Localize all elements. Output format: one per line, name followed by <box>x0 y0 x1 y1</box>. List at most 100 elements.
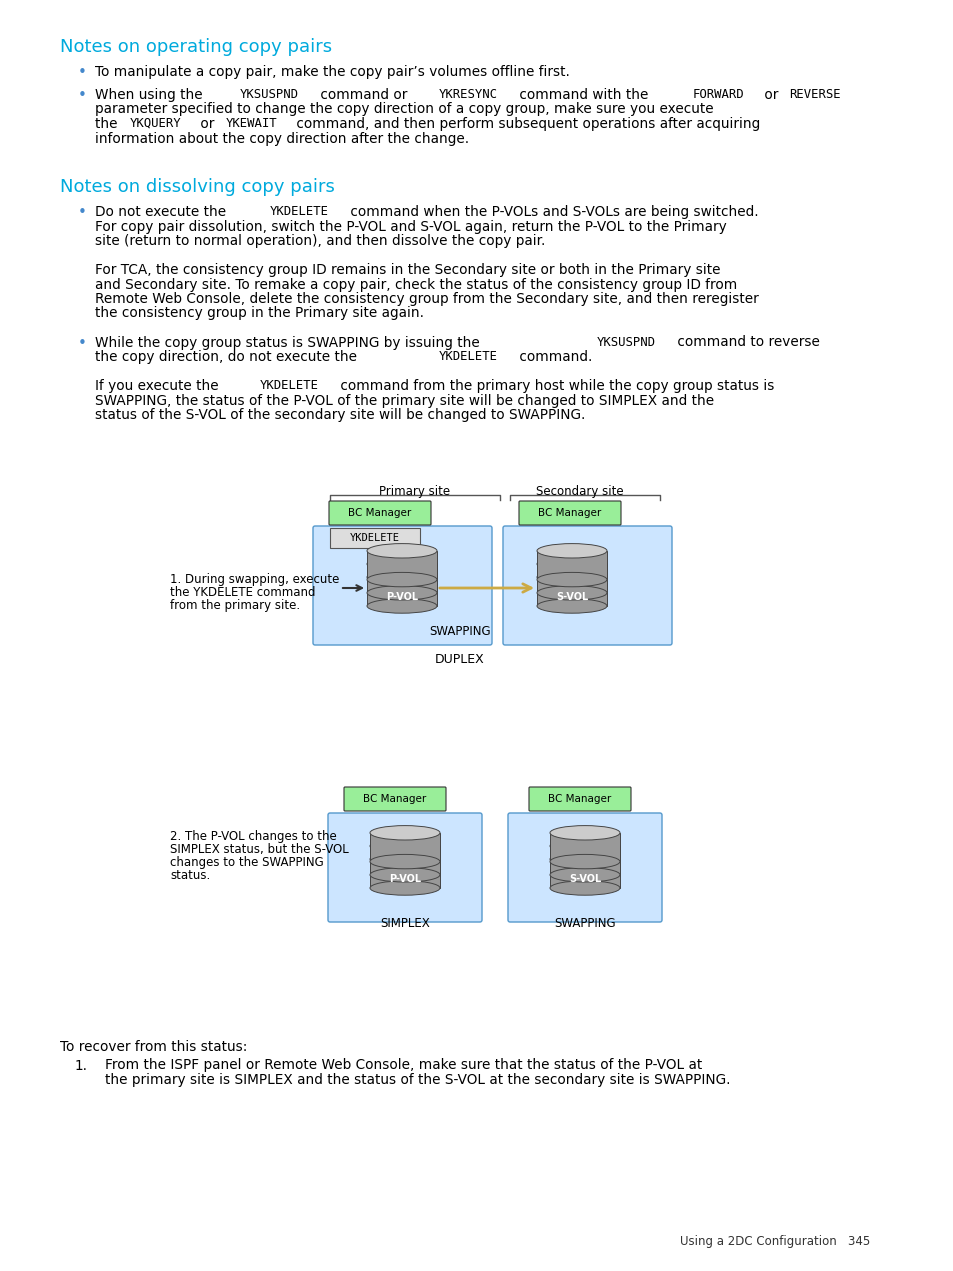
Text: 1. During swapping, execute: 1. During swapping, execute <box>170 573 339 586</box>
Text: the copy direction, do not execute the: the copy direction, do not execute the <box>95 350 361 364</box>
FancyBboxPatch shape <box>502 526 671 644</box>
Text: or: or <box>759 88 781 102</box>
Ellipse shape <box>370 839 439 853</box>
Bar <box>370 859 439 888</box>
Text: •: • <box>78 336 87 351</box>
Bar <box>367 564 436 592</box>
Bar <box>550 859 619 888</box>
Text: Remote Web Console, delete the consistency group from the Secondary site, and th: Remote Web Console, delete the consisten… <box>95 292 758 306</box>
Text: command with the: command with the <box>515 88 653 102</box>
Text: Primary site: Primary site <box>379 486 450 498</box>
Text: YKEWAIT: YKEWAIT <box>226 117 277 130</box>
Text: For TCA, the consistency group ID remains in the Secondary site or both in the P: For TCA, the consistency group ID remain… <box>95 263 720 277</box>
Text: changes to the SWAPPING: changes to the SWAPPING <box>170 855 323 869</box>
Text: S-VOL: S-VOL <box>568 874 600 885</box>
FancyBboxPatch shape <box>507 813 661 921</box>
Ellipse shape <box>537 572 606 587</box>
Text: from the primary site.: from the primary site. <box>170 599 300 613</box>
Text: command or: command or <box>315 88 411 102</box>
Ellipse shape <box>550 881 619 895</box>
FancyBboxPatch shape <box>329 501 431 525</box>
Ellipse shape <box>550 868 619 882</box>
Text: •: • <box>78 205 87 220</box>
Ellipse shape <box>550 854 619 869</box>
Text: command.: command. <box>515 350 592 364</box>
Ellipse shape <box>537 586 606 600</box>
Ellipse shape <box>550 852 619 867</box>
Text: SWAPPING: SWAPPING <box>554 916 616 930</box>
Bar <box>370 833 439 862</box>
Ellipse shape <box>367 599 436 613</box>
FancyBboxPatch shape <box>344 787 446 811</box>
Text: If you execute the: If you execute the <box>95 379 223 393</box>
Text: command from the primary host while the copy group status is: command from the primary host while the … <box>336 379 774 393</box>
Text: For copy pair dissolution, switch the P-VOL and S-VOL again, return the P-VOL to: For copy pair dissolution, switch the P-… <box>95 220 726 234</box>
Bar <box>370 846 439 874</box>
Text: YKDELETE: YKDELETE <box>350 533 399 543</box>
Ellipse shape <box>537 569 606 585</box>
Ellipse shape <box>367 572 436 587</box>
Text: YKDELETE: YKDELETE <box>260 379 319 391</box>
Text: Do not execute the: Do not execute the <box>95 205 231 219</box>
FancyArrowPatch shape <box>439 583 531 592</box>
Text: BC Manager: BC Manager <box>537 508 601 519</box>
Ellipse shape <box>370 826 439 840</box>
Text: BC Manager: BC Manager <box>363 794 426 805</box>
Text: BC Manager: BC Manager <box>348 508 411 519</box>
Text: While the copy group status is SWAPPING by issuing the: While the copy group status is SWAPPING … <box>95 336 483 350</box>
Text: status of the S-VOL of the secondary site will be changed to SWAPPING.: status of the S-VOL of the secondary sit… <box>95 408 585 422</box>
Bar <box>330 527 419 548</box>
Text: P-VOL: P-VOL <box>386 592 417 602</box>
Bar <box>550 846 619 874</box>
Text: the consistency group in the Primary site again.: the consistency group in the Primary sit… <box>95 306 423 320</box>
Bar <box>537 564 606 592</box>
Bar <box>537 577 606 606</box>
Text: site (return to normal operation), and then dissolve the copy pair.: site (return to normal operation), and t… <box>95 234 545 248</box>
Text: YKQUERY: YKQUERY <box>130 117 181 130</box>
Text: YKSUSPND: YKSUSPND <box>239 88 298 100</box>
Ellipse shape <box>550 839 619 853</box>
Text: To manipulate a copy pair, make the copy pair’s volumes offline first.: To manipulate a copy pair, make the copy… <box>95 65 569 79</box>
Text: SIMPLEX status, but the S-VOL: SIMPLEX status, but the S-VOL <box>170 843 349 855</box>
Ellipse shape <box>367 586 436 600</box>
Text: command, and then perform subsequent operations after acquiring: command, and then perform subsequent ope… <box>292 117 760 131</box>
Text: Secondary site: Secondary site <box>536 486 623 498</box>
Text: SIMPLEX: SIMPLEX <box>379 916 430 930</box>
Bar <box>367 550 436 580</box>
Bar <box>367 577 436 606</box>
Ellipse shape <box>367 569 436 585</box>
Text: SWAPPING: SWAPPING <box>429 625 490 638</box>
Bar <box>550 833 619 862</box>
Ellipse shape <box>550 826 619 840</box>
Ellipse shape <box>367 557 436 571</box>
Text: 1.: 1. <box>75 1059 88 1073</box>
Ellipse shape <box>537 557 606 571</box>
Ellipse shape <box>537 599 606 613</box>
FancyBboxPatch shape <box>313 526 492 644</box>
Text: YKDELETE: YKDELETE <box>270 205 329 219</box>
Text: P-VOL: P-VOL <box>389 874 420 885</box>
Ellipse shape <box>370 852 439 867</box>
Text: Notes on operating copy pairs: Notes on operating copy pairs <box>60 38 332 56</box>
Text: DUPLEX: DUPLEX <box>435 653 484 666</box>
Text: To recover from this status:: To recover from this status: <box>60 1040 247 1054</box>
Ellipse shape <box>370 854 439 869</box>
Text: Using a 2DC Configuration   345: Using a 2DC Configuration 345 <box>679 1235 869 1248</box>
FancyBboxPatch shape <box>328 813 481 921</box>
Text: command to reverse: command to reverse <box>673 336 820 350</box>
Text: FORWARD: FORWARD <box>692 88 744 100</box>
Text: Notes on dissolving copy pairs: Notes on dissolving copy pairs <box>60 178 335 196</box>
Text: SWAPPING, the status of the P-VOL of the primary site will be changed to SIMPLEX: SWAPPING, the status of the P-VOL of the… <box>95 394 714 408</box>
FancyBboxPatch shape <box>529 787 630 811</box>
FancyBboxPatch shape <box>518 501 620 525</box>
Text: the primary site is SIMPLEX and the status of the S-VOL at the secondary site is: the primary site is SIMPLEX and the stat… <box>105 1073 730 1087</box>
Text: information about the copy direction after the change.: information about the copy direction aft… <box>95 131 469 145</box>
Text: •: • <box>78 88 87 103</box>
Text: 2. The P-VOL changes to the: 2. The P-VOL changes to the <box>170 830 336 843</box>
Text: S-VOL: S-VOL <box>556 592 587 602</box>
Ellipse shape <box>370 881 439 895</box>
Text: parameter specified to change the copy direction of a copy group, make sure you : parameter specified to change the copy d… <box>95 103 713 117</box>
Ellipse shape <box>537 544 606 558</box>
Text: status.: status. <box>170 869 210 882</box>
Text: YKDELETE: YKDELETE <box>438 350 497 364</box>
